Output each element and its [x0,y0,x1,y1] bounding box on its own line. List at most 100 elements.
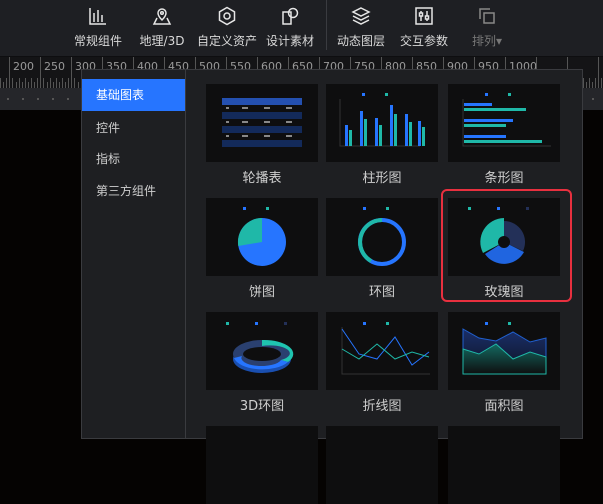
sidebar-item-third-party[interactable]: 第三方组件 [96,184,157,198]
ruler-tick [18,78,20,88]
area-chart-thumbnail [448,312,560,390]
shapes-icon [282,7,299,25]
toolbar-label: 动态图层 [336,34,385,48]
toolbar-label: 地理/3D [139,34,185,48]
category-sidebar: 基础图表 控件 指标 第三方组件 [82,70,186,438]
toolbar-label: 交互参数 [399,34,448,48]
donut-chart-thumbnail [326,198,438,276]
card-label: 3D环图 [239,399,285,414]
ruler-tick [598,57,600,88]
layers-icon [351,7,371,25]
card-label: 面积图 [484,399,524,414]
component-card-3d-donut[interactable]: 3D环图 [206,312,318,414]
card-label: 轮播表 [242,171,282,186]
ruler-tick [589,78,590,88]
ruler-tick [592,82,594,88]
component-card-column-chart[interactable]: 柱形图 [326,84,438,186]
ruler-tick [0,78,1,88]
component-card-rose-chart[interactable]: 玫瑰图 [448,198,560,300]
ruler-tick [77,82,79,88]
component-card-line-chart[interactable]: 折线图 [326,312,438,414]
carousel-table-thumbnail [206,84,318,162]
toolbar-label: 设计素材 [265,34,314,48]
card-label: 环图 [368,285,395,300]
ruler-tick [3,82,5,88]
toolbar-arrange[interactable]: 排列▾ [452,6,522,49]
ruler-tick [43,78,45,88]
guide-dot [67,98,69,100]
3d-donut-thumbnail [206,312,318,390]
column-chart-thumbnail [326,84,438,162]
toolbar-design-materials[interactable]: 设计素材 [255,6,325,49]
toolbar-label: 排列▾ [471,34,503,48]
component-card-area-chart[interactable]: 面积图 [448,312,560,414]
ruler-tick [71,57,73,88]
ruler-tick [58,82,60,88]
ruler-tick [34,82,36,88]
hexagon-icon [218,6,236,26]
guide-dot [37,98,39,100]
toolbar-common-components[interactable]: 常规组件 [63,6,133,49]
bar-chart-thumbnail [448,84,560,162]
ruler-tick [595,78,597,88]
toolbar-interaction-params[interactable]: 交互参数 [389,6,459,49]
line-chart-thumbnail [326,312,438,390]
bar-chart-icon [89,8,106,25]
ruler-tick [37,78,39,88]
ruler-tick [9,57,11,88]
ruler-tick [68,78,70,88]
ruler-label: 200 [13,60,34,73]
ruler-tick [15,82,17,88]
toolbar-geo-3d[interactable]: 地理/3D [127,6,197,49]
component-card-donut-chart[interactable]: 环图 [326,198,438,300]
toolbar-divider [326,0,327,50]
arrange-icon [479,8,495,24]
component-card-more[interactable] [206,426,318,504]
pie-chart-thumbnail [206,198,318,276]
ruler-tick [52,82,54,88]
ruler-tick [21,82,23,88]
ruler-tick [46,82,48,88]
toolbar-label: 常规组件 [73,34,122,48]
ruler-tick [12,78,14,88]
component-card-pie-chart[interactable]: 饼图 [206,198,318,300]
rose-chart-thumbnail [448,198,560,276]
guide-dot [22,98,24,100]
top-toolbar: 常规组件 地理/3D 自定义资产 设计素材 动态图层 交互参数 排列▾ [0,0,603,57]
toolbar-custom-assets[interactable]: 自定义资产 [192,6,262,49]
ruler-tick [31,78,32,88]
ruler-tick [6,78,8,88]
ruler-tick [24,78,26,88]
component-card-carousel-table[interactable]: 轮播表 [206,84,318,186]
component-card-bar-chart[interactable]: 条形图 [448,84,560,186]
ruler-tick [582,78,584,88]
ruler-tick [585,82,587,88]
toolbar-dynamic-layers[interactable]: 动态图层 [326,6,396,49]
ruler-label: 250 [44,60,65,73]
ruler-tick [40,57,42,88]
sliders-icon [415,7,433,25]
ruler-tick [62,78,63,88]
sidebar-item-controls[interactable]: 控件 [96,121,121,135]
selected-card-highlight [441,189,572,302]
card-label: 柱形图 [362,171,402,186]
toolbar-label: 自定义资产 [196,34,257,48]
ruler-tick [601,78,603,88]
guide-dot [52,98,54,100]
sidebar-item-indicators[interactable]: 指标 [96,152,121,166]
guide-dot [592,98,594,100]
card-label: 饼图 [248,285,275,300]
component-card-more[interactable] [326,426,438,504]
ruler-tick [49,78,51,88]
ruler-tick [27,82,29,88]
ruler-tick [74,78,76,88]
component-card-more[interactable] [448,426,560,504]
card-label: 条形图 [484,171,524,186]
card-label: 玫瑰图 [484,285,524,300]
ruler-tick [55,78,57,88]
guide-dot [7,98,9,100]
card-label: 折线图 [362,399,402,414]
sidebar-item-basic-charts[interactable]: 基础图表 [82,79,185,111]
map-pin-icon [152,8,172,25]
ruler-tick [65,82,67,88]
